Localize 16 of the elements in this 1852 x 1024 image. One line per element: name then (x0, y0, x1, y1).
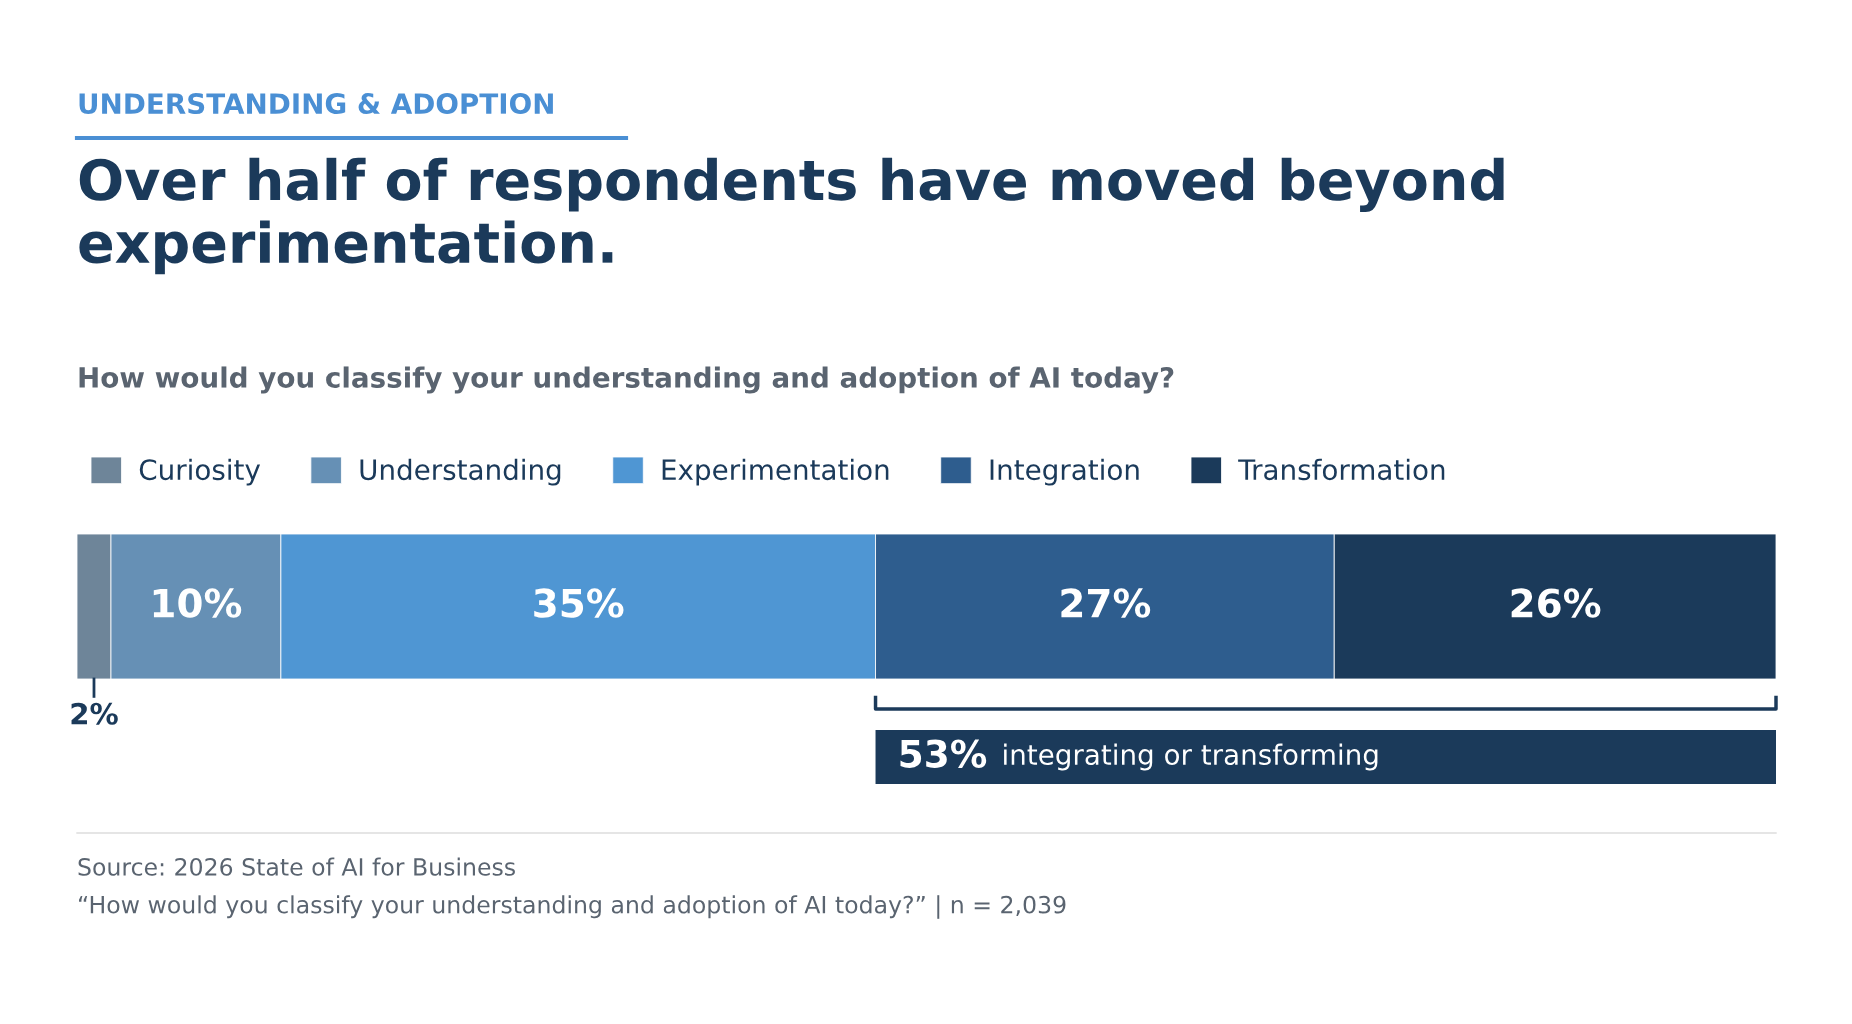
text: “How would you classify your understanding and adoption of AI today?” | n = 2,039 (79, 895, 1066, 919)
legend-label: Curiosity (139, 458, 261, 486)
chart-title: Over half of respondents have moved beyond experimentation. (79, 157, 1504, 275)
text: UNDERSTANDING & ADOPTION (79, 93, 553, 115)
chart-subtitle: How would you classify your understanding and adoption of AI today? (79, 366, 1174, 394)
text: 53% integrating or transforming (900, 739, 1378, 771)
data-label: 27% (1061, 588, 1151, 618)
legend-label: Transformation (1238, 458, 1445, 481)
source-note: Source: 2026 State of AI for Business (78, 857, 515, 876)
legend-label: Understanding (360, 458, 561, 486)
data-label: 2% (71, 702, 118, 725)
data-label: 35% (534, 588, 624, 618)
data-label: 26% (1511, 588, 1601, 618)
legend-label: Experimentation (662, 458, 889, 486)
legend-label: Integration (990, 458, 1139, 486)
data-label: 10% (153, 588, 242, 618)
